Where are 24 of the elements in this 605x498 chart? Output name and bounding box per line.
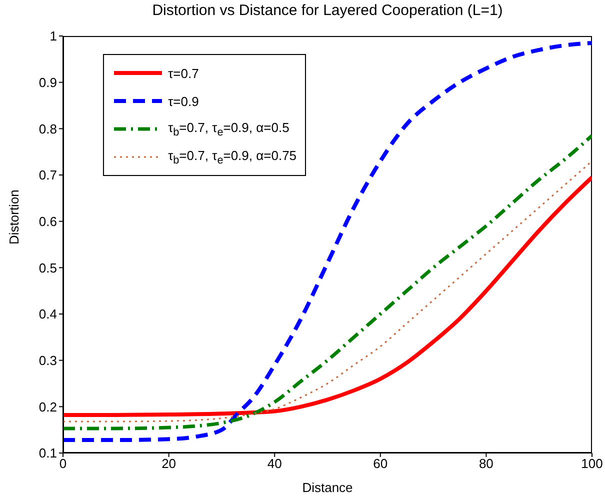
x-tick-label: 60 <box>373 456 388 472</box>
y-tick-label: 0.4 <box>38 306 57 322</box>
x-tick-label: 80 <box>478 456 494 472</box>
legend-label: τ$_{b}$=0.7, τ$_{e}$=0.9, α=0.75 <box>168 148 297 166</box>
y-tick-label: 0.7 <box>38 168 57 183</box>
y-tick-label: 0.3 <box>38 352 57 368</box>
y-tick-label: 0.1 <box>38 446 57 461</box>
y-tick-label: 0.8 <box>38 121 57 136</box>
chart-title: Distortion vs Distance for Layered Cooperation (L=1) <box>151 2 504 19</box>
line-series <box>63 40 592 442</box>
legend-label: τ$_{b}$=0.7, τ$_{e}$=0.9, α=0.5 <box>168 120 290 138</box>
y-axis-title: Distortion <box>6 190 22 244</box>
x-tick-label: 20 <box>162 456 176 472</box>
x-tick-label: 0 <box>59 456 67 472</box>
y-tick-label: 0.9 <box>38 74 57 90</box>
legend-label: τ=0.7 <box>168 66 199 80</box>
x-axis-title: Distance <box>302 480 353 495</box>
y-tick-label: 0.2 <box>38 399 57 414</box>
x-tick-label: 100 <box>581 456 603 472</box>
y-tick-label: 0.6 <box>38 214 57 229</box>
y-tick-label: 1 <box>50 28 57 44</box>
y-tick-label: 0.5 <box>38 260 57 276</box>
legend-label: τ=0.9 <box>168 94 199 108</box>
x-tick-label: 40 <box>267 456 282 472</box>
